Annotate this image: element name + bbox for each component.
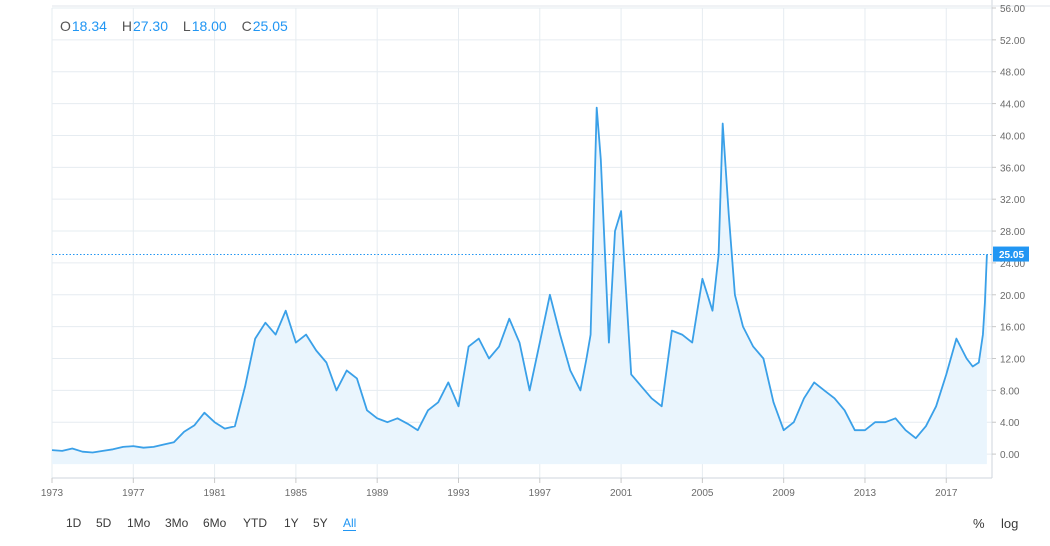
x-tick-label: 1973 — [41, 488, 64, 499]
y-tick-label: 28.00 — [1000, 227, 1025, 238]
y-tick-label: 12.00 — [1000, 355, 1025, 366]
y-tick-label: 32.00 — [1000, 195, 1025, 206]
close-group: C25.05 — [242, 18, 288, 34]
range-toolbar: 1D 5D 1Mo 3Mo 6Mo YTD 1Y 5Y All % log — [0, 510, 1050, 538]
y-tick-label: 44.00 — [1000, 100, 1025, 111]
range-3mo-button[interactable]: 3Mo — [165, 516, 189, 530]
x-tick-label: 2017 — [935, 488, 958, 499]
open-group: O18.34 — [60, 18, 107, 34]
y-tick-label: 20.00 — [1000, 291, 1025, 302]
y-tick-label: 16.00 — [1000, 323, 1025, 334]
high-key: H — [121, 18, 132, 34]
low-value: 18.00 — [191, 18, 227, 34]
y-tick-label: 8.00 — [1000, 386, 1020, 397]
y-tick-label: 36.00 — [1000, 163, 1025, 174]
y-tick-label: 56.00 — [1000, 4, 1025, 15]
open-key: O — [60, 18, 71, 34]
low-key: L — [182, 18, 191, 34]
last-price-badge: 25.05 — [993, 246, 1029, 262]
range-6mo-button[interactable]: 6Mo — [203, 516, 227, 530]
range-5y-button[interactable]: 5Y — [313, 516, 328, 530]
percent-scale-button[interactable]: % — [973, 516, 985, 531]
x-tick-label: 1977 — [122, 488, 145, 499]
close-key: C — [241, 18, 252, 34]
range-5d-button[interactable]: 5D — [96, 516, 112, 530]
ohlc-legend: O18.34 H27.30 L18.00 C25.05 — [60, 18, 299, 34]
range-1y-button[interactable]: 1Y — [284, 516, 299, 530]
y-tick-label: 48.00 — [1000, 68, 1025, 79]
last-price-label: 25.05 — [999, 250, 1024, 261]
price-line — [51, 106, 988, 454]
y-tick-label: 52.00 — [1000, 36, 1025, 47]
open-value: 18.34 — [71, 18, 107, 34]
range-1mo-button[interactable]: 1Mo — [127, 516, 151, 530]
x-axis[interactable]: 1973 1977 1981 1985 1989 1993 1997 2001 2005 2009… — [41, 478, 958, 499]
y-axis[interactable]: 0.00 4.00 8.00 12.00 16.00 20.00 24.00 28.00 32.… — [992, 4, 1025, 461]
y-tick-label: 4.00 — [1000, 418, 1020, 429]
x-tick-label: 2005 — [691, 488, 714, 499]
x-tick-label: 1993 — [447, 488, 470, 499]
low-group: L18.00 — [183, 18, 227, 34]
high-group: H27.30 — [122, 18, 168, 34]
x-tick-label: 1981 — [203, 488, 226, 499]
x-tick-label: 1989 — [366, 488, 389, 499]
log-scale-button[interactable]: log — [1001, 516, 1019, 531]
area-fill — [52, 107, 987, 465]
range-ytd-button[interactable]: YTD — [243, 516, 267, 530]
x-tick-label: 1985 — [285, 488, 308, 499]
range-all-button[interactable]: All — [343, 516, 357, 531]
x-tick-label: 2013 — [854, 488, 877, 499]
x-tick-label: 2009 — [773, 488, 796, 499]
range-1d-button[interactable]: 1D — [66, 516, 82, 530]
high-value: 27.30 — [132, 18, 168, 34]
x-tick-label: 1997 — [529, 488, 552, 499]
x-tick-label: 2001 — [610, 488, 633, 499]
y-tick-label: 0.00 — [1000, 450, 1020, 461]
y-tick-label: 24.00 — [1000, 259, 1025, 270]
y-tick-label: 40.00 — [1000, 131, 1025, 142]
close-value: 25.05 — [252, 18, 288, 34]
